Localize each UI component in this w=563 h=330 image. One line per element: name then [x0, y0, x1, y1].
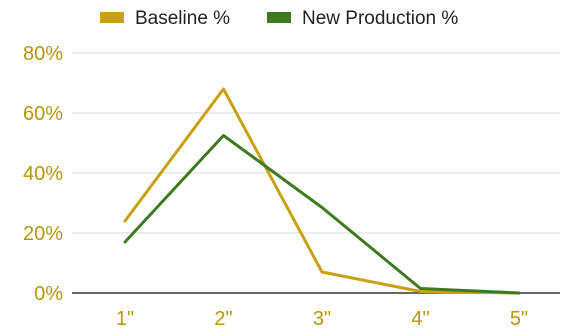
series-line-0 — [123, 87, 521, 295]
x-tick-label: 4" — [411, 308, 429, 330]
series-line-1 — [123, 134, 521, 295]
legend-swatch — [267, 12, 291, 23]
y-tick-label: 80% — [23, 43, 63, 65]
x-tick-label: 5" — [510, 308, 528, 330]
x-tick-label: 2" — [214, 308, 232, 330]
legend-swatch — [100, 12, 124, 23]
y-tick-label: 20% — [23, 223, 63, 245]
legend-label: New Production % — [302, 8, 458, 29]
x-axis-ticks: 1" 2" 3" 4" 5" — [116, 308, 528, 330]
series-lines — [123, 87, 521, 295]
y-tick-label: 0% — [34, 283, 63, 305]
legend-label: Baseline % — [135, 8, 230, 29]
legend: Baseline % New Production % — [100, 8, 458, 29]
x-tick-label: 3" — [313, 308, 331, 330]
y-axis-ticks: 0% 20% 40% 60% 80% — [23, 43, 63, 305]
x-tick-label: 1" — [116, 308, 134, 330]
y-tick-label: 60% — [23, 103, 63, 125]
gridlines — [72, 52, 560, 294]
y-tick-label: 40% — [23, 163, 63, 185]
